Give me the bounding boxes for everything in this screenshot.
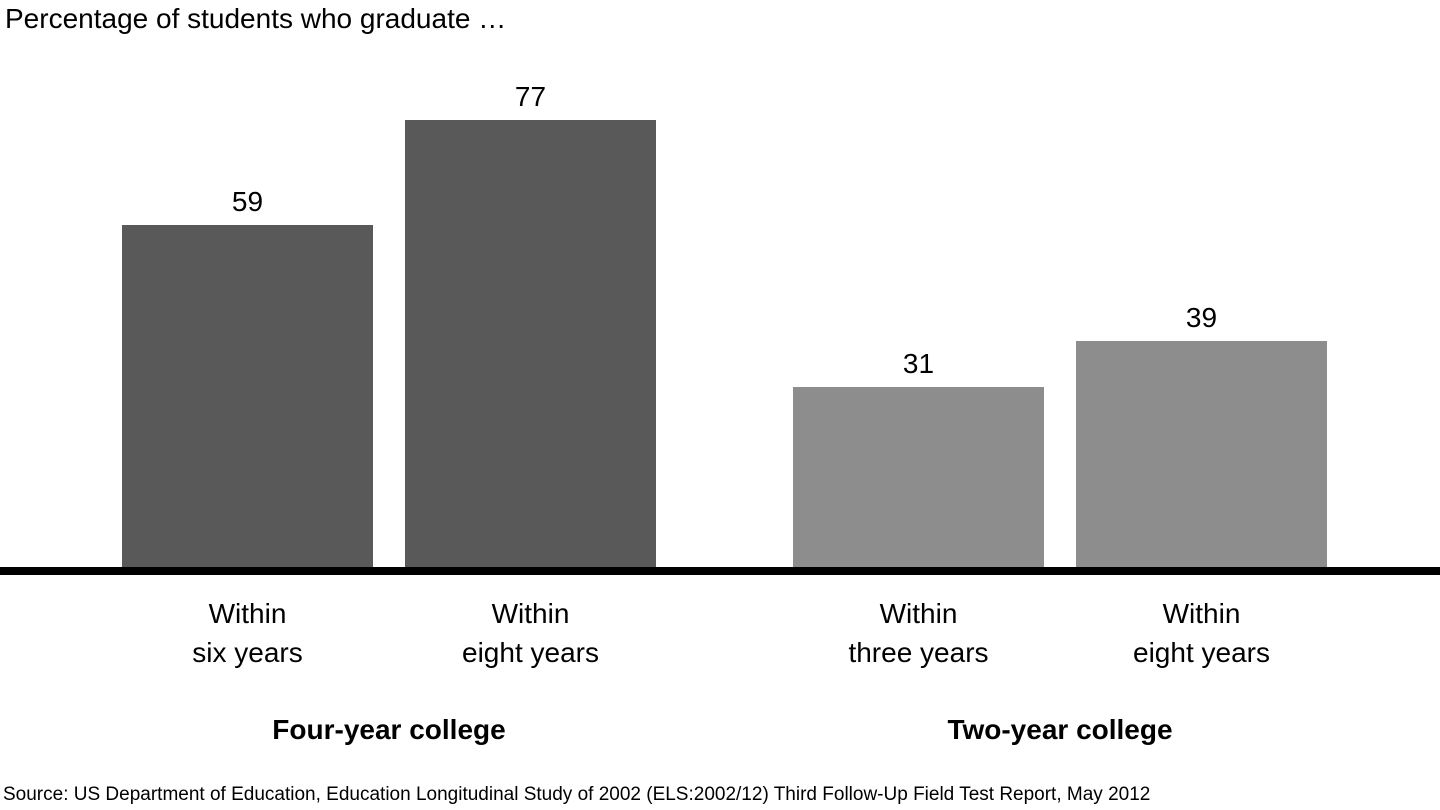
bar — [1076, 341, 1327, 567]
x-tick-label-line2: eight years — [1133, 637, 1270, 668]
x-tick-label: Within eight years — [381, 594, 681, 672]
x-axis-line — [0, 567, 1440, 575]
x-tick-label: Within three years — [769, 594, 1069, 672]
x-tick-label-line1: Within — [208, 598, 287, 629]
x-tick-label-line2: eight years — [462, 637, 599, 668]
x-tick-label: Within eight years — [1052, 594, 1352, 672]
x-tick-label-line2: three years — [848, 637, 989, 668]
bar-value-label: 31 — [902, 348, 935, 379]
x-tick-label: Within six years — [98, 594, 398, 672]
bar-value-label: 77 — [514, 81, 547, 112]
group-label: Four-year college — [272, 714, 506, 745]
x-tick-label-line1: Within — [879, 598, 958, 629]
chart-title: Percentage of students who graduate … — [5, 3, 507, 34]
bar — [405, 120, 656, 567]
bar-value-label: 59 — [231, 186, 264, 217]
bar-value-label: 39 — [1185, 302, 1218, 333]
bar — [122, 225, 373, 567]
x-tick-label-line1: Within — [491, 598, 570, 629]
x-tick-label-line2: six years — [192, 637, 303, 668]
source-note: Source: US Department of Education, Educ… — [3, 784, 1151, 805]
x-tick-label-line1: Within — [1162, 598, 1241, 629]
group-label: Two-year college — [947, 714, 1173, 745]
bar — [793, 387, 1044, 567]
